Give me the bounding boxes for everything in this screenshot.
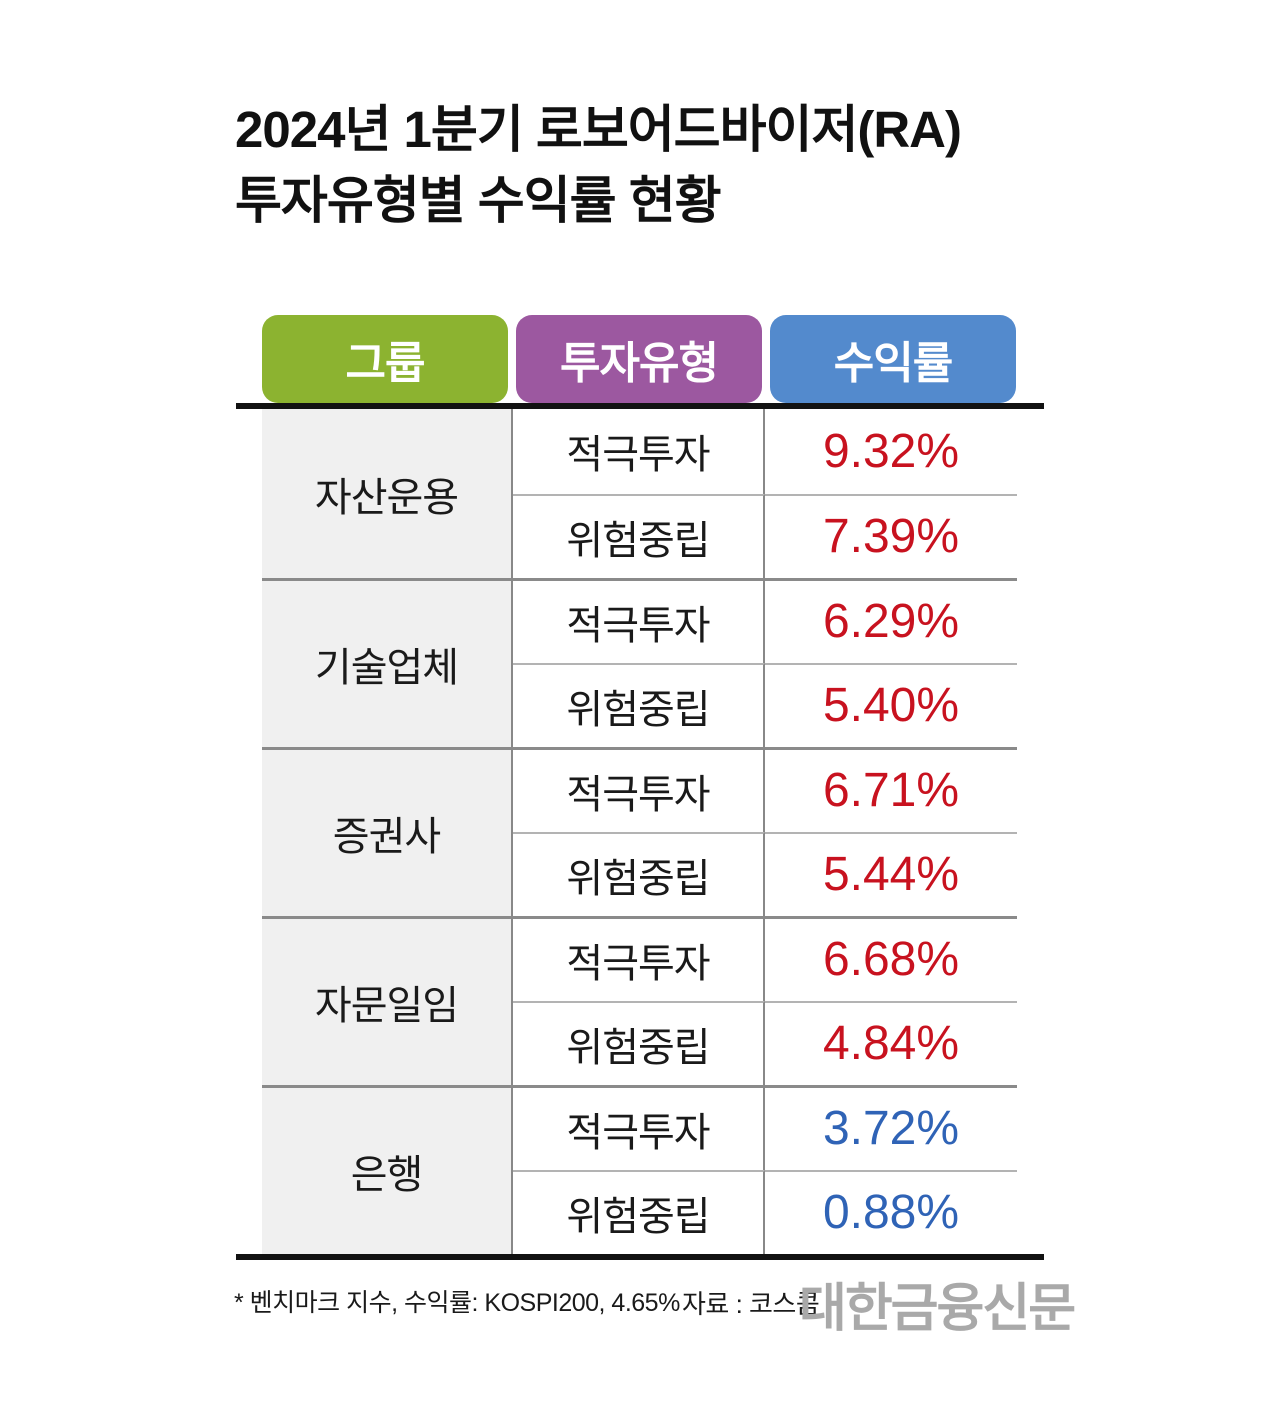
title-line-1: 2024년 1분기 로보어드바이저(RA) — [235, 101, 962, 158]
type-cell: 적극투자 — [513, 1085, 765, 1170]
type-label: 적극투자 — [566, 433, 710, 478]
group-name: 자문일임 — [314, 984, 459, 1028]
type-label: 위험중립 — [566, 1025, 710, 1070]
group-name: 은행 — [350, 1153, 424, 1197]
type-label: 적극투자 — [566, 941, 710, 986]
value-label: 4.84% — [822, 1017, 960, 1071]
header-chip-group: 그룹 — [262, 315, 508, 403]
value-label: 9.32% — [822, 424, 960, 478]
group-cell: 자산운용 — [262, 409, 513, 578]
type-cell: 적극투자 — [513, 916, 765, 1001]
publisher-logo: 대한금융신문 — [799, 1280, 1076, 1338]
value-label: 6.29% — [822, 595, 960, 649]
table-top-rule — [236, 403, 1044, 409]
title-line-2: 투자유형별 수익률 현황 — [235, 172, 722, 229]
type-cell: 위험중립 — [513, 1169, 765, 1254]
table-bottom-rule — [236, 1254, 1044, 1260]
group-cell: 은행 — [262, 1085, 513, 1254]
value-cell: 0.88% — [765, 1169, 1017, 1255]
value-cell: 6.71% — [765, 747, 1017, 832]
header-chip-return-rate: 수익률 — [770, 315, 1016, 403]
group-name: 증권사 — [332, 815, 441, 859]
table-body: 자산운용 적극투자 9.32% 위험중립 7.39% 기술업체 적극투자 6.2… — [262, 409, 1017, 1254]
type-cell: 적극투자 — [513, 578, 765, 663]
value-cell: 6.29% — [765, 578, 1017, 663]
header-label-group: 그룹 — [345, 339, 426, 388]
type-label: 적극투자 — [566, 603, 710, 648]
type-cell: 위험중립 — [513, 662, 765, 747]
value-cell: 6.68% — [765, 916, 1017, 1001]
group-cell: 자문일임 — [262, 916, 513, 1085]
type-cell: 위험중립 — [513, 831, 765, 916]
value-label: 0.88% — [822, 1186, 960, 1240]
value-label: 5.40% — [822, 679, 960, 733]
type-cell: 위험중립 — [513, 493, 765, 578]
type-label: 위험중립 — [566, 856, 710, 901]
page-title: 2024년 1분기 로보어드바이저(RA) 투자유형별 수익률 현황 — [235, 94, 962, 236]
type-label: 적극투자 — [566, 772, 710, 817]
type-label: 위험중립 — [566, 518, 710, 563]
value-cell: 3.72% — [765, 1085, 1017, 1170]
value-label: 3.72% — [822, 1102, 960, 1156]
type-cell: 적극투자 — [513, 747, 765, 832]
value-label: 7.39% — [822, 510, 960, 564]
benchmark-footnote: * 벤치마크 지수, 수익률: KOSPI200, 4.65% — [234, 1289, 680, 1317]
value-cell: 9.32% — [765, 409, 1017, 494]
value-cell: 5.40% — [765, 662, 1017, 748]
group-cell: 증권사 — [262, 747, 513, 916]
type-label: 위험중립 — [566, 1194, 710, 1239]
value-cell: 7.39% — [765, 493, 1017, 579]
group-name: 자산운용 — [314, 475, 459, 520]
value-label: 6.71% — [822, 764, 960, 818]
type-label: 적극투자 — [566, 1110, 710, 1155]
header-label-return-rate: 수익률 — [833, 339, 953, 388]
data-source-label: 자료 : 코스콤 — [682, 1289, 820, 1319]
type-cell: 적극투자 — [513, 409, 765, 494]
value-cell: 4.84% — [765, 1000, 1017, 1086]
type-label: 위험중립 — [566, 687, 710, 732]
value-label: 5.44% — [822, 848, 960, 902]
value-cell: 5.44% — [765, 831, 1017, 917]
group-cell: 기술업체 — [262, 578, 513, 747]
header-chip-investment-type: 투자유형 — [516, 315, 762, 403]
type-cell: 위험중립 — [513, 1000, 765, 1085]
value-label: 6.68% — [822, 933, 960, 987]
table-header-row: 그룹 투자유형 수익률 — [262, 315, 1016, 403]
group-name: 기술업체 — [314, 646, 459, 690]
header-label-investment-type: 투자유형 — [560, 339, 719, 388]
